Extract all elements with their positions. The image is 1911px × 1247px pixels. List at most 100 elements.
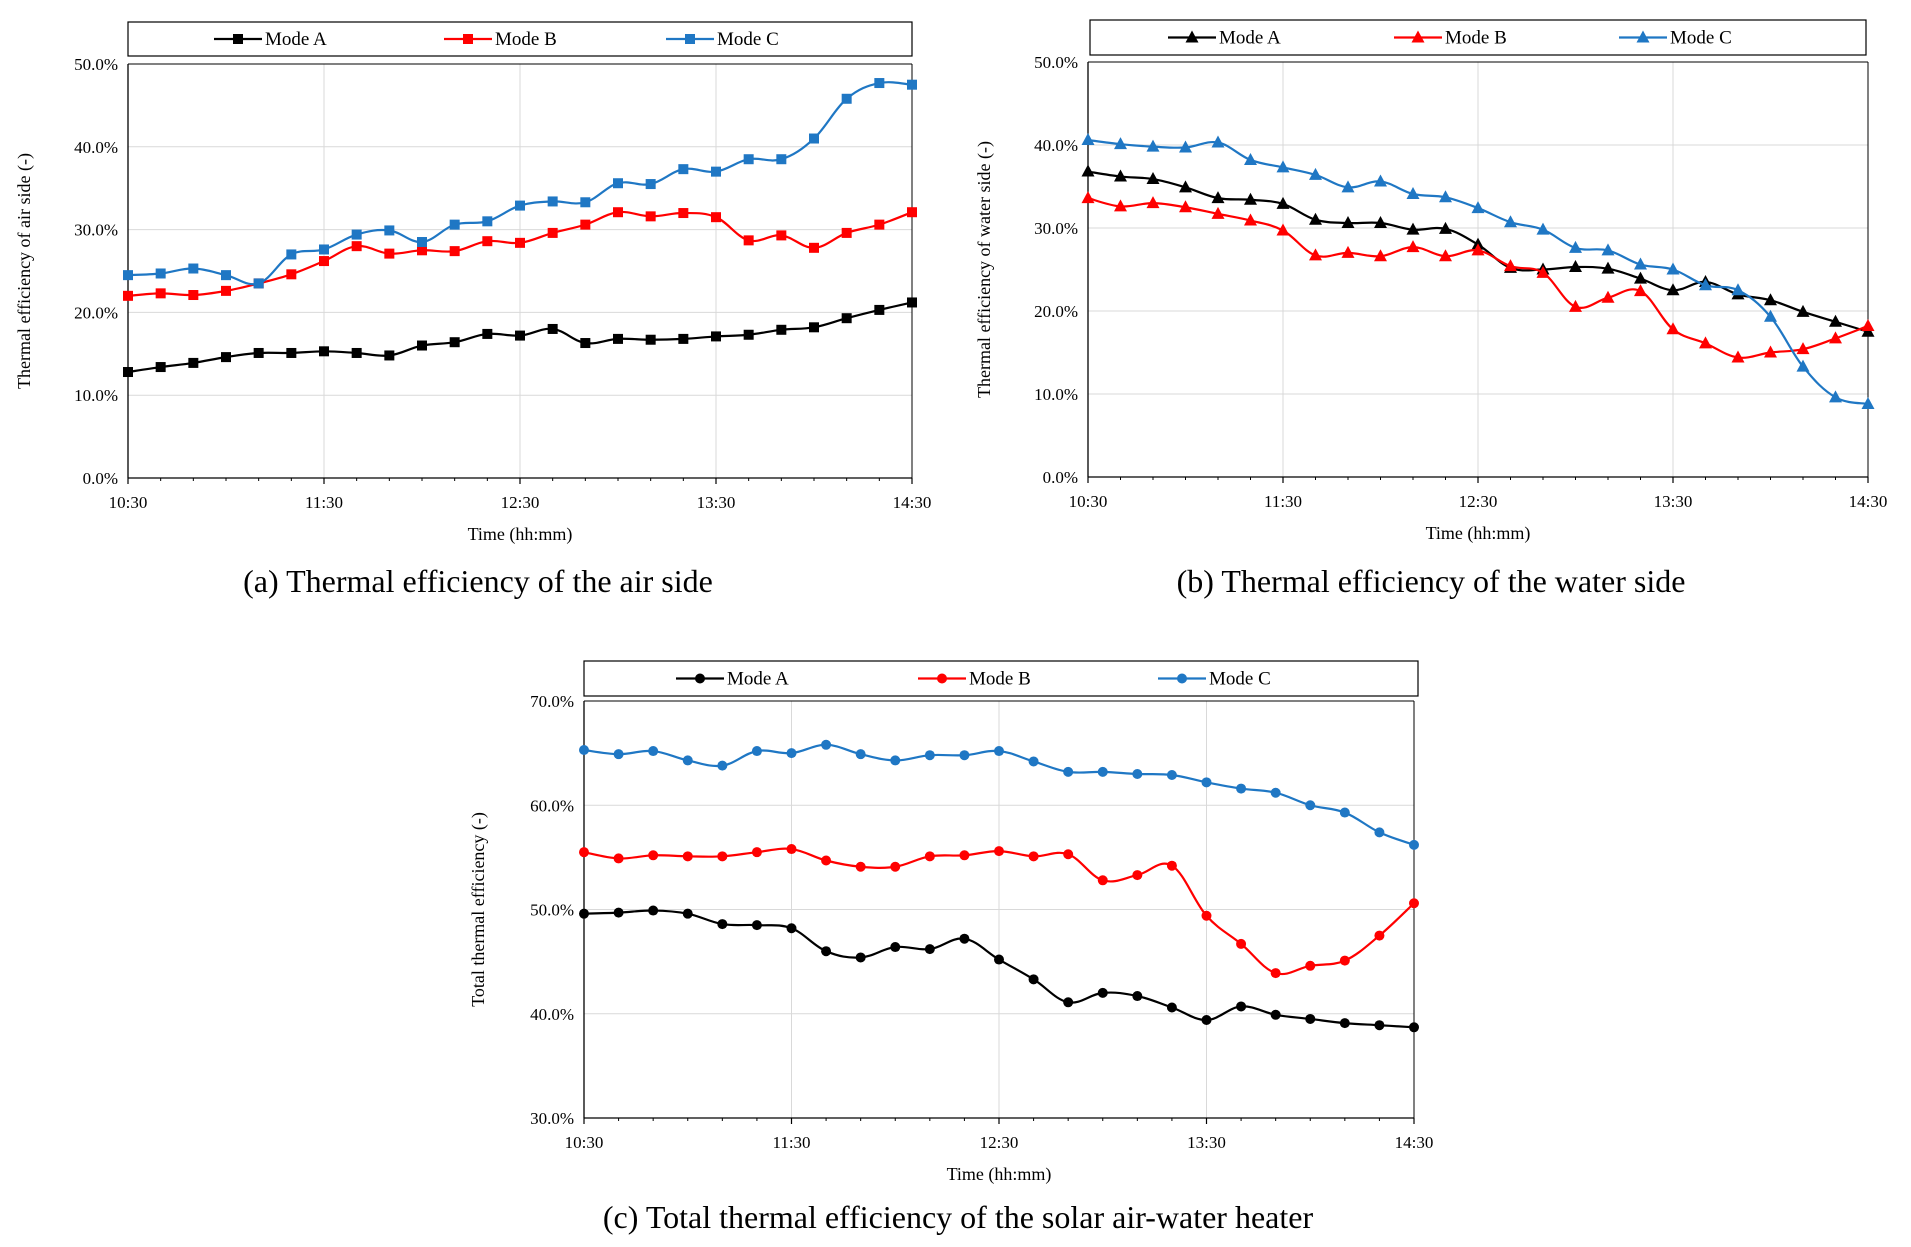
data-point [1829,331,1842,344]
data-point [1409,898,1419,909]
data-point [580,197,591,208]
data-point [319,346,329,357]
legend-box [1089,19,1867,56]
chart-2: 0.0% 10.0% 20.0% 30.0% 40.0% 50.0% 10:30 11:30 1… [974,19,1888,599]
data-point [1699,278,1712,291]
y-tick-label: 30.0% [1034,219,1078,238]
chart-3: 30.0% 40.0% 50.0% 60.0% 70.0% 10:30 11:30 12:30… [468,660,1433,1235]
data-point [1829,314,1842,327]
data-point [1166,860,1177,871]
data-point [1081,164,1095,177]
legend-marker [685,34,695,44]
legend-marker [463,34,473,44]
data-point [1699,336,1712,349]
data-point [482,236,493,247]
data-point [1634,284,1647,297]
data-point [384,350,395,361]
series-mode-a [123,297,917,378]
data-point [907,207,917,218]
data-point [1634,271,1647,284]
data-point [1796,304,1810,317]
series-mode-b [1081,191,1875,363]
chart-caption: (c) Total thermal efficiency of the sola… [603,1199,1314,1235]
data-point [613,207,623,218]
data-point [1244,213,1257,226]
series-mode-c [1081,133,1875,409]
data-point [1339,1018,1350,1029]
data-point [1179,180,1192,193]
data-point [786,748,797,759]
data-point [319,244,329,255]
data-point [1666,283,1680,296]
data-point [717,760,728,771]
data-point [1504,259,1517,272]
data-point [155,288,166,299]
data-point [123,270,133,281]
data-point [1569,299,1582,312]
data-point [1634,257,1647,270]
data-point [711,166,721,177]
chart-1: 0.0% 10.0% 20.0% 30.0% 40.0% 50.0% 10:30 11:30 1… [14,21,931,599]
data-point [1601,261,1615,274]
data-point [1409,839,1419,850]
data-point [890,861,901,872]
data-point [253,347,264,358]
data-point [751,920,762,931]
data-point [1341,216,1355,229]
series-mode-c [123,78,917,289]
data-point [959,850,970,861]
data-point [786,923,797,934]
x-tick-label: 10:30 [1069,492,1108,511]
y-axis-label: Thermal efficiency of water side (-) [974,141,995,398]
data-point [1270,1009,1281,1020]
data-point [1341,245,1355,258]
data-point [1471,201,1485,214]
legend-marker [1177,673,1187,684]
data-point [1244,192,1257,205]
data-point [221,285,231,296]
x-axis-label: Time (hh:mm) [1426,523,1531,544]
data-point [1374,930,1385,941]
data-point [1374,174,1387,187]
data-point [1132,991,1143,1002]
legend-marker [1411,30,1425,43]
data-point [351,241,362,252]
data-point [1114,199,1127,212]
data-point [743,235,754,246]
data-point [1536,222,1550,235]
data-point [188,263,199,274]
data-point [890,755,901,766]
legend-label: Mode C [1209,669,1271,690]
legend-label: Mode A [727,669,789,690]
legend-marker [1185,30,1199,43]
data-point [547,227,558,238]
x-tick-label: 12:30 [980,1133,1019,1152]
data-point [1063,997,1074,1008]
x-tick-label: 10:30 [565,1133,604,1152]
data-point [1028,974,1039,985]
data-point [351,347,362,358]
data-point [809,242,819,253]
x-tick-label: 14:30 [1849,492,1888,511]
data-point [1309,248,1322,261]
data-point [1211,135,1225,148]
x-tick-label: 11:30 [305,493,343,512]
y-tick-label: 20.0% [1034,302,1078,321]
data-point [717,851,728,862]
data-point [1097,766,1108,777]
data-point [1081,191,1095,204]
data-point [776,230,787,241]
data-point [994,954,1004,965]
legend-item: Mode B [1394,28,1507,49]
x-axis-label: Time (hh:mm) [947,1164,1052,1185]
data-point [841,227,852,238]
legend-marker [695,673,705,684]
data-point [1569,260,1582,273]
data-point [994,846,1004,857]
data-point [1063,766,1074,777]
data-point [1166,1002,1177,1013]
x-tick-label: 11:30 [772,1133,810,1152]
data-point [890,942,901,953]
data-point [1114,169,1127,182]
